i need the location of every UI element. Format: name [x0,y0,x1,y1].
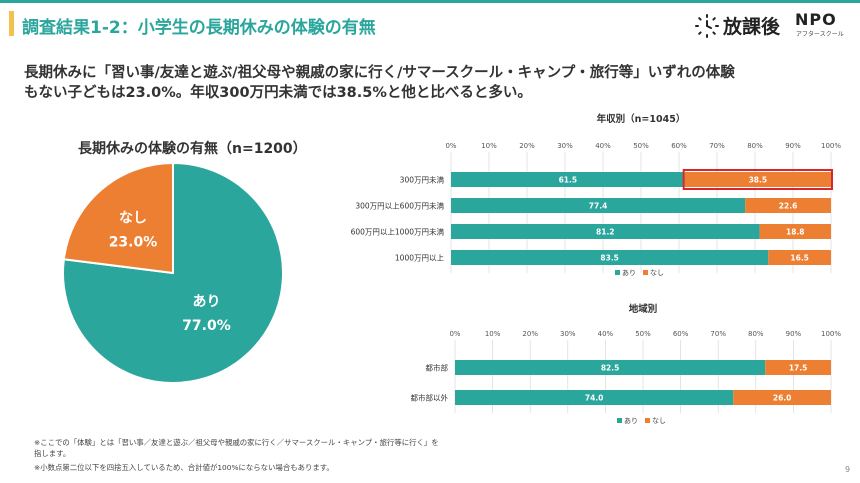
x-tick-label: 30% [557,142,573,150]
bar-segment-nashi [765,360,831,375]
bar-value-label: 18.8 [786,228,805,237]
pie-chart: あり 77.0% なし 23.0% [62,161,284,384]
legend-label: なし [652,417,666,425]
bar-segment-nashi [745,198,831,213]
legend-swatch-nashi [645,418,650,423]
header-rule [0,0,860,3]
bar-value-label: 17.5 [789,364,808,373]
bar-chart-title: 年収別（n=1045） [597,113,686,125]
bar-segment-nashi [768,250,831,265]
category-label: 600万円以上1000万円未満 [351,227,445,237]
x-tick-label: 10% [485,330,501,338]
bar-segment-ari [451,198,746,213]
x-tick-label: 90% [786,330,802,338]
x-tick-label: 70% [709,142,725,150]
bar-segment-ari [451,250,769,265]
logo: 放課後 NPO アフタースクール [694,9,844,39]
lead-line-2: もない子どもは23.0%。年収300万円未満では38.5%と他と比べると多い。 [24,85,532,101]
bar-segment-ari [451,224,760,239]
x-tick-label: 80% [748,330,764,338]
bar-value-label: 38.5 [749,176,768,185]
lead-text: 長期休みに「習い事/友達と遊ぶ/祖父母や親戚の家に行く/サマースクール・キャンプ… [24,63,735,103]
pie-label: なし [119,211,147,227]
x-tick-label: 100% [821,142,841,150]
legend-label: なし [650,269,664,277]
x-tick-label: 20% [519,142,535,150]
x-tick-label: 10% [481,142,497,150]
bar-chart-title: 地域別 [629,303,658,315]
bar-value-label: 77.4 [589,202,608,211]
bar-value-label: 74.0 [585,394,604,403]
category-label: 都市部 [426,363,449,373]
bar-value-label: 16.5 [790,254,809,263]
legend-swatch-nashi [643,270,648,275]
bar-segment-ari [455,390,734,405]
legend-label: あり [624,417,638,425]
bar-charts: 年収別（n=1045） 0% 10% 20% 30% 40% 50% 60% 70% 80% 90%… [351,113,842,425]
note-line-3: ※小数点第二位以下を四捨五入しているため、合計値が100%にならない場合もありま… [34,463,334,472]
x-tick-label: 50% [635,330,651,338]
bar-segment-nashi [733,390,831,405]
logo-subtitle: アフタースクール [796,31,844,38]
x-tick-label: 70% [710,330,726,338]
bar-segment-ari [455,360,766,375]
x-tick-label: 60% [673,330,689,338]
bar-value-label: 82.5 [601,364,620,373]
logo-npo: NPO [795,10,837,29]
logo-text: 放課後 [723,16,781,38]
bar-value-label: 61.5 [559,176,578,185]
category-label: 300万円未満 [400,175,445,185]
pie-slice-nashi [62,161,174,275]
note-line-2: 指します。 [34,449,71,458]
bar-value-label: 26.0 [773,394,792,403]
lead-line-1: 長期休みに「習い事/友達と遊ぶ/祖父母や親戚の家に行く/サマースクール・キャンプ… [24,65,735,81]
clock-icon [695,14,719,38]
pie-title: 長期休みの体験の有無（n=1200） [78,141,307,157]
pie-value-label: 23.0% [109,235,158,251]
category-label: 300万円以上600万円未満 [355,201,444,211]
legend-swatch-ari [617,418,622,423]
bar-value-label: 81.2 [596,228,615,237]
title-accent-bar [9,11,14,36]
x-tick-label: 100% [821,330,841,338]
legend-swatch-ari [615,270,620,275]
pie-value-label: 77.0% [182,318,231,334]
page-title: 調査結果1-2：小学生の長期休みの体験の有無 [22,18,376,38]
x-tick-label: 0% [449,330,460,338]
legend-label: あり [622,269,636,277]
x-tick-label: 40% [598,330,614,338]
page-number: 9 [845,465,851,474]
bar-value-label: 83.5 [600,254,619,263]
x-tick-label: 20% [522,330,538,338]
pie-label: あり [192,294,220,310]
x-tick-label: 90% [785,142,801,150]
bar-value-label: 22.6 [779,202,798,211]
note-line-1: ※ここでの「体験」とは「習い事／友達と遊ぶ／祖父母や親戚の家に行く／サマースクー… [34,438,439,447]
x-tick-label: 80% [747,142,763,150]
x-tick-label: 50% [633,142,649,150]
x-tick-label: 30% [560,330,576,338]
x-tick-label: 40% [595,142,611,150]
bar-segment-ari [451,172,685,187]
x-tick-label: 60% [671,142,687,150]
x-tick-label: 0% [445,142,456,150]
highlight-box [682,169,834,190]
category-label: 都市部以外 [411,393,449,403]
category-label: 1000万円以上 [395,254,445,263]
bar-segment-nashi [684,172,831,187]
bar-segment-nashi [759,224,831,239]
